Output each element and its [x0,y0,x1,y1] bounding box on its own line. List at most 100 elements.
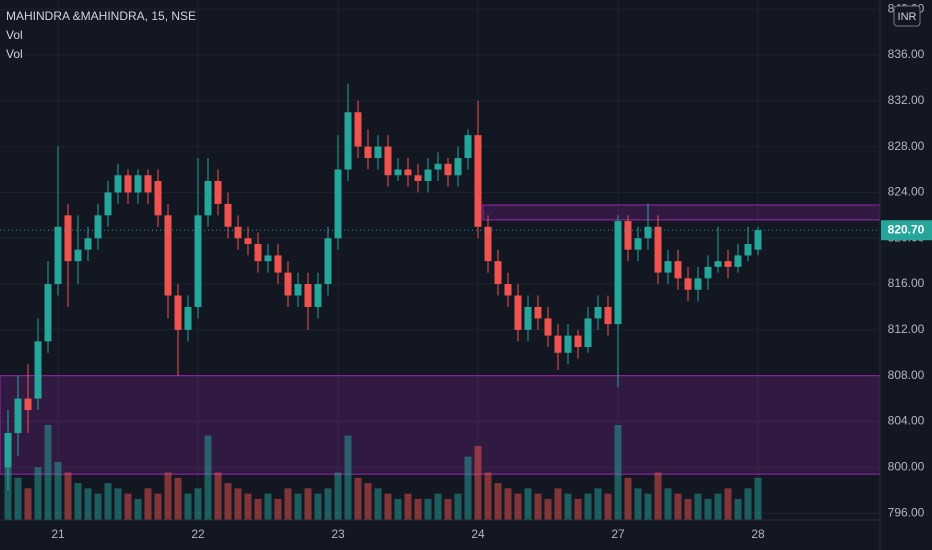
last-price-box [881,220,932,241]
volume-bar [674,493,682,520]
volume-bar [244,493,252,520]
candle-body [664,261,672,273]
volume-bar [394,498,402,520]
volume-bar [364,483,372,520]
candle-body [394,169,402,176]
volume-bar [714,493,722,520]
volume-bar [454,493,462,520]
candle-body [464,135,472,159]
candle-body [474,135,482,227]
volume-bar [384,493,392,520]
volume-bar [534,493,542,520]
candle-body [714,261,722,267]
candle-body [44,284,52,342]
candle-body [544,318,552,336]
candle-body [224,203,232,227]
candle-body [254,243,262,262]
volume-bar [14,477,22,520]
candle-body [404,169,412,176]
candle-body [294,284,302,296]
volume-bar [124,493,132,520]
legend-item[interactable]: Vol [6,28,23,42]
volume-bar [724,488,732,520]
candle-body [214,180,222,204]
currency-label: INR [898,11,917,23]
zone [0,375,881,475]
volume-bar [514,493,522,520]
volume-bar [204,435,212,520]
candle-body [734,255,742,267]
candle-body [384,146,392,176]
volume-bar [84,488,92,520]
candle-body [644,226,652,239]
volume-bar [654,472,662,520]
candle-body [154,180,162,216]
volume-bar [434,493,442,520]
volume-bar [174,477,182,520]
y-tick-label: 800.00 [888,459,925,473]
candle-body [244,238,252,244]
y-tick-label: 828.00 [888,139,925,153]
volume-bar [544,498,552,520]
y-tick-label: 836.00 [888,47,925,61]
candle-body [194,215,202,307]
volume-bar [444,498,452,520]
volume-bar [274,498,282,520]
candle-body [144,175,152,193]
volume-bar [664,488,672,520]
candle-body [354,112,362,147]
candle-body [534,306,542,319]
plot-area [0,83,881,520]
volume-bar [294,493,302,520]
last-price-label: 820.70 [888,222,925,236]
y-tick-label: 796.00 [888,505,925,519]
volume-bar [504,488,512,520]
candle-body [324,238,332,285]
volume-bar [144,488,152,520]
zone [482,204,881,221]
x-tick-label: 27 [611,527,625,541]
candle-body [524,306,532,330]
chart-title: MAHINDRA &MAHINDRA, 15, NSE [6,9,196,23]
candle-body [414,175,422,181]
volume-bar [234,488,242,520]
volume-bar [54,461,62,520]
volume-bar [604,493,612,520]
candle-body [104,192,112,216]
volume-bar [634,488,642,520]
candle-body [124,175,132,193]
candle-body [744,243,752,256]
volume-bar [614,425,622,520]
candle-body [624,221,632,250]
candle-body [274,255,282,273]
candle-body [174,295,182,330]
candle-body [614,221,622,325]
volume-bar [214,472,222,520]
candle-body [724,261,732,267]
volume-bar [684,498,692,520]
x-tick-label: 23 [331,527,345,541]
x-tick-label: 24 [471,527,485,541]
candle-body [554,335,562,353]
volume-bar [704,498,712,520]
volume-bar [134,498,142,520]
volume-bar [754,477,762,520]
volume-bar [474,446,482,520]
candle-body [54,226,62,285]
candle-body [334,169,342,239]
legend-item[interactable]: Vol [6,47,23,61]
candle-body [654,226,662,273]
volume-bar [74,483,82,520]
volume-bar [164,472,172,520]
y-tick-label: 832.00 [888,93,925,107]
candle-body [634,238,642,250]
volume-bar [694,493,702,520]
currency-badge[interactable] [893,5,921,27]
volume-bar [424,498,432,520]
volume-bar [734,498,742,520]
volume-bar [254,498,262,520]
y-tick-label: 824.00 [888,185,925,199]
candle-body [204,180,212,216]
candle-body [314,284,322,307]
